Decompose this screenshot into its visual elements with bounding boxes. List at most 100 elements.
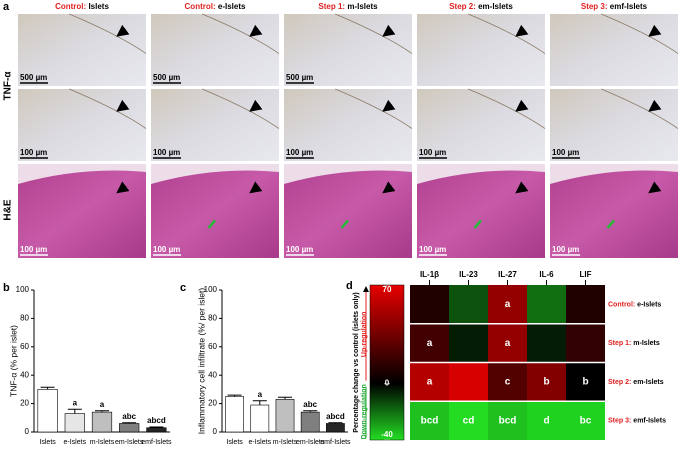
heat-cell	[488, 401, 527, 440]
cell-letter: bcd	[421, 415, 439, 426]
cell-letter: d	[543, 415, 549, 426]
label-name: emf-Islets	[633, 417, 666, 424]
label-prefix: Control:	[185, 2, 216, 11]
micrograph	[284, 164, 412, 258]
label: Step 1: m-Islets	[608, 340, 660, 347]
label: Step 3: emf-Islets	[608, 417, 666, 424]
sig-letter: a	[258, 390, 263, 399]
cell-letter: a	[427, 377, 433, 388]
colorbar-tick-label: -40	[381, 430, 393, 439]
arrow	[116, 181, 130, 194]
error-bar	[303, 410, 318, 413]
error-bar	[278, 396, 292, 400]
bar	[300, 411, 320, 433]
label: Step 2: em-Islets	[608, 379, 664, 386]
scale-label: 100 µm	[286, 148, 313, 157]
sig-letter: a	[100, 400, 105, 409]
column-label: IL-27	[498, 270, 517, 279]
panel-label: d	[346, 280, 353, 292]
panel-label: c	[180, 282, 186, 294]
x-tick-label: emf-Islets	[141, 439, 172, 446]
cell-letter: a	[505, 338, 511, 349]
tissue-edge	[202, 13, 280, 54]
x-tick-label: em-Islets	[296, 439, 325, 446]
label: Control: e-Islets	[185, 2, 246, 11]
x-tick-label: Islets	[226, 439, 243, 446]
error-bar	[227, 394, 242, 397]
row-label: H&E	[3, 199, 14, 220]
heat-cell	[527, 401, 566, 440]
y-axis-label: TNF-α (% per islet)	[8, 325, 18, 397]
heat-cell	[449, 401, 488, 440]
label-prefix: Control:	[608, 301, 635, 308]
scale-label: 500 µm	[153, 73, 180, 82]
cell-letter: bcd	[499, 415, 517, 426]
micrograph	[417, 14, 545, 86]
cell-letter: b	[582, 377, 588, 388]
scale-label: 100 µm	[286, 245, 313, 254]
arrow-green	[473, 219, 482, 229]
arrow	[249, 24, 263, 37]
heat-cell	[410, 362, 449, 402]
label-prefix: Step 2:	[449, 2, 476, 11]
cell-letter: a	[505, 299, 511, 310]
sig-letter: a	[73, 398, 78, 407]
x-tick-label: m-Islets	[90, 439, 115, 446]
arrow	[382, 24, 396, 37]
scale-label: 100 µm	[20, 245, 47, 254]
label-name: Islets	[88, 2, 109, 11]
heat-cell	[566, 323, 605, 363]
bar	[275, 399, 295, 433]
column-label: IL-23	[459, 270, 478, 279]
y-tick-label: 0	[25, 427, 30, 436]
scale-label: 100 µm	[419, 245, 446, 254]
sig-letter: abc	[122, 412, 136, 421]
bar	[91, 411, 113, 433]
label-name: m-Islets	[633, 340, 660, 347]
y-tick-label: 40	[20, 370, 29, 379]
bar	[225, 396, 244, 433]
x-tick-label: em-Islets	[115, 439, 144, 446]
heat-cell	[566, 285, 605, 324]
tissue-edge	[335, 13, 413, 54]
heat-cell	[566, 362, 605, 402]
sig-letter: abcd	[147, 416, 166, 425]
heat-cell	[449, 285, 488, 324]
label-name: emf-Islets	[610, 2, 648, 11]
tissue-edge	[202, 88, 280, 129]
down-label: Down-regulation	[361, 384, 368, 439]
cell-letter: cd	[463, 415, 475, 426]
micrograph	[151, 164, 279, 258]
heat-cell	[488, 323, 527, 363]
label-name: e-Islets	[218, 2, 246, 11]
arrow	[648, 181, 662, 194]
heat-cell	[566, 401, 605, 440]
scale-label: 100 µm	[20, 148, 47, 157]
heat-cell	[488, 362, 527, 402]
label-prefix: Step 1:	[318, 2, 345, 11]
scale-label: 500 µm	[286, 73, 313, 82]
arrow	[116, 24, 130, 37]
label: Control: Islets	[55, 2, 109, 11]
bar	[64, 413, 85, 433]
tissue-edge	[18, 164, 146, 184]
x-tick-label: m-Islets	[273, 439, 298, 446]
heat-cell	[488, 285, 527, 324]
y-tick-label: 20	[208, 399, 217, 408]
error-bar	[149, 426, 164, 428]
colorbar-label: Percentage change vs control (islets onl…	[353, 292, 360, 432]
y-tick-label: 60	[20, 342, 29, 351]
tissue-edge	[601, 13, 679, 54]
error-bar	[122, 422, 137, 424]
scale-label: 100 µm	[552, 148, 579, 157]
tissue-edge	[151, 164, 279, 184]
label-prefix: Step 2:	[608, 379, 631, 386]
up-label: Up-regulation	[361, 312, 368, 358]
x-tick-label: e-Islets	[249, 439, 272, 446]
label: Step 1: m-Islets	[318, 2, 378, 11]
heat-cell	[410, 323, 449, 363]
sig-letter: abc	[303, 400, 317, 409]
panel-label: b	[3, 282, 10, 294]
arrow-green	[606, 219, 615, 229]
